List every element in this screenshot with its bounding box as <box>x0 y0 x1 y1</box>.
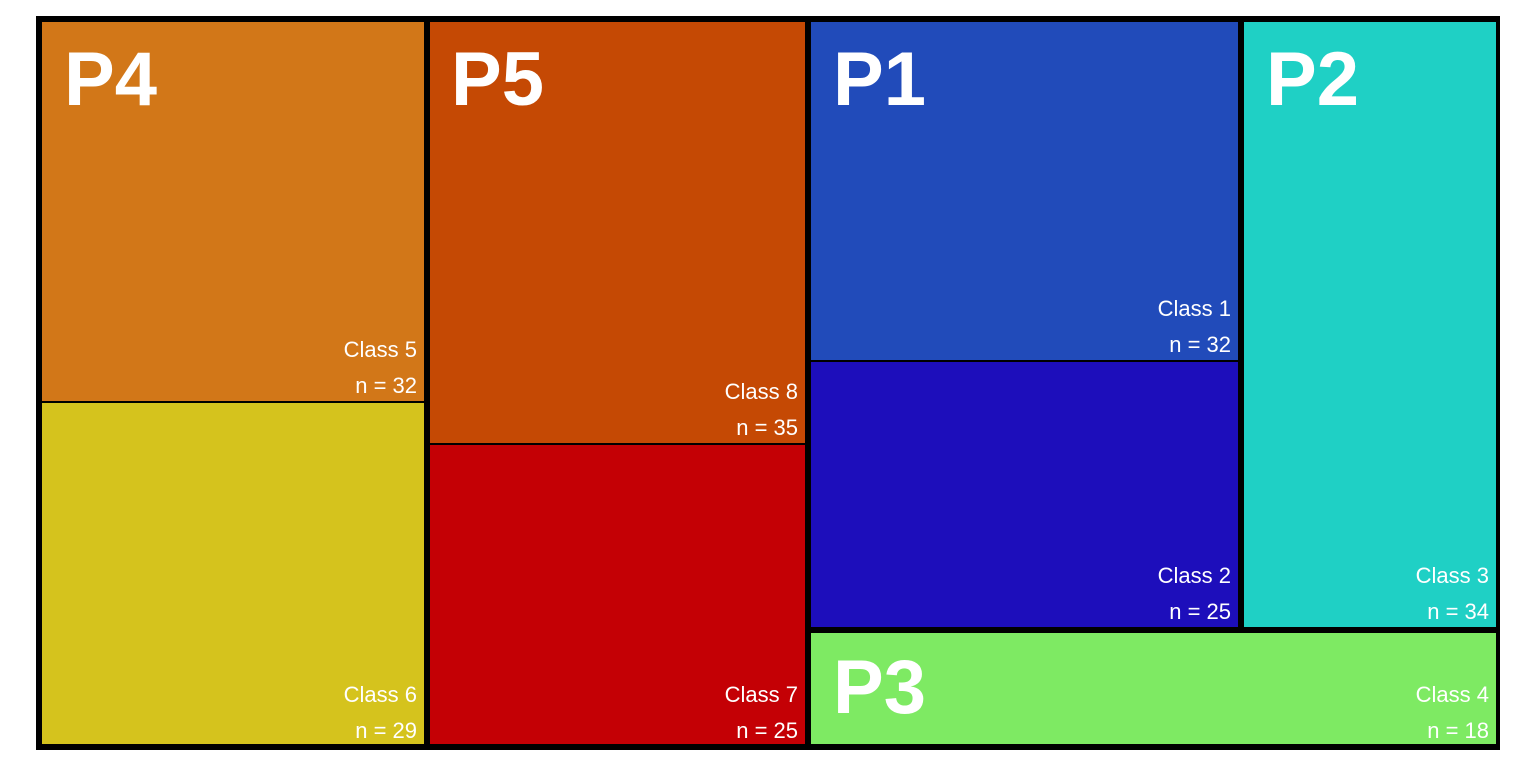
count-label: n = 32 <box>1169 332 1231 357</box>
group-border-p3 <box>808 630 1499 747</box>
class-label: Class 3 <box>1415 563 1489 588</box>
cell-class-2: Class 2 n = 25 <box>811 362 1238 627</box>
class-label: Class 6 <box>343 682 417 707</box>
count-label: n = 18 <box>1427 718 1489 743</box>
class-label: Class 8 <box>724 379 798 404</box>
group-label-p4: P4 <box>64 37 157 122</box>
class-label: Class 5 <box>343 337 417 362</box>
count-label: n = 34 <box>1427 599 1489 624</box>
group-label-p5: P5 <box>451 37 544 122</box>
group-border-p2 <box>1241 19 1499 630</box>
class-label: Class 4 <box>1415 682 1489 707</box>
cell-class-1: Class 1 n = 32 <box>811 20 1238 360</box>
cell-class-3: Class 3 n = 34 <box>1244 20 1496 627</box>
count-label: n = 29 <box>355 718 417 743</box>
treemap-frame: Class 5 n = 32 Class 6 n = 29 Class 8 n … <box>36 16 1500 750</box>
count-label: n = 32 <box>355 373 417 398</box>
count-label: n = 35 <box>736 415 798 440</box>
group-border-p4 <box>39 19 428 747</box>
cell-class-6: Class 6 n = 29 <box>40 403 424 746</box>
cell-class-5: Class 5 n = 32 <box>40 20 424 401</box>
class-label: Class 2 <box>1157 563 1231 588</box>
class-label: Class 7 <box>724 682 798 707</box>
cell-class-4: Class 4 n = 18 <box>811 633 1496 746</box>
count-label: n = 25 <box>1169 599 1231 624</box>
count-label: n = 25 <box>736 718 798 743</box>
group-label-p1: P1 <box>833 37 926 122</box>
cell-class-7: Class 7 n = 25 <box>430 445 805 746</box>
group-border-p1 <box>808 19 1241 630</box>
class-label: Class 1 <box>1157 296 1231 321</box>
group-label-p3: P3 <box>833 645 926 730</box>
cell-class-8: Class 8 n = 35 <box>430 20 805 443</box>
group-border-p5 <box>427 19 808 747</box>
group-label-p2: P2 <box>1266 37 1359 122</box>
